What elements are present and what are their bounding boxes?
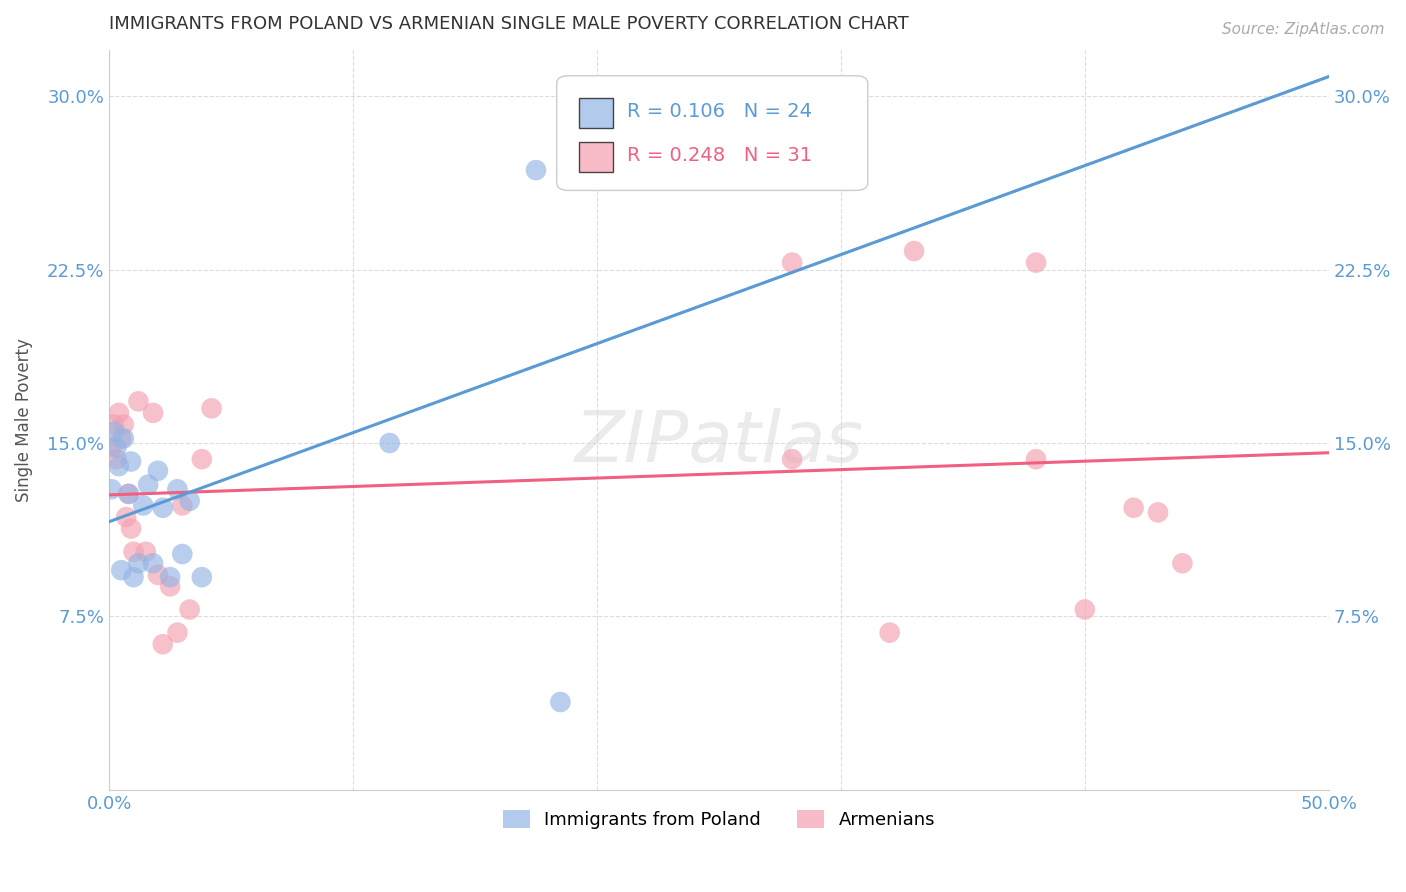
FancyBboxPatch shape [579, 98, 613, 128]
Point [200, 401, 222, 416]
Point [524, 163, 547, 178]
Point [634, 140, 657, 154]
Point [159, 570, 181, 584]
Point [100, 441, 122, 455]
Point [110, 431, 132, 445]
FancyBboxPatch shape [579, 143, 613, 172]
Legend: Immigrants from Poland, Armenians: Immigrants from Poland, Armenians [495, 803, 942, 837]
Point [105, 441, 128, 455]
Point [179, 493, 201, 508]
Point [108, 459, 131, 474]
Point [1122, 500, 1144, 515]
Point [1147, 505, 1170, 519]
Point [103, 425, 125, 439]
Point [903, 244, 925, 258]
Point [1171, 556, 1194, 570]
Point [142, 556, 165, 570]
Y-axis label: Single Male Poverty: Single Male Poverty [15, 338, 32, 502]
Point [780, 255, 803, 269]
Point [112, 431, 135, 445]
Point [166, 482, 188, 496]
Point [127, 394, 149, 409]
Point [1074, 602, 1097, 616]
Point [179, 602, 201, 616]
Point [103, 417, 125, 432]
Point [127, 556, 149, 570]
Point [122, 544, 145, 558]
Point [152, 500, 174, 515]
Text: IMMIGRANTS FROM POLAND VS ARMENIAN SINGLE MALE POVERTY CORRELATION CHART: IMMIGRANTS FROM POLAND VS ARMENIAN SINGL… [110, 15, 908, 33]
Point [110, 563, 132, 577]
Point [172, 499, 194, 513]
Point [1025, 255, 1047, 269]
Point [1025, 452, 1047, 467]
Point [879, 625, 901, 640]
Point [166, 625, 188, 640]
Point [550, 695, 572, 709]
Point [136, 477, 159, 491]
Point [172, 547, 194, 561]
Point [159, 579, 181, 593]
Point [152, 637, 174, 651]
Point [146, 464, 169, 478]
Text: Source: ZipAtlas.com: Source: ZipAtlas.com [1222, 22, 1385, 37]
Point [780, 452, 803, 467]
Point [112, 417, 135, 432]
Point [115, 510, 138, 524]
Point [117, 487, 139, 501]
Point [142, 406, 165, 420]
Point [191, 570, 214, 584]
Point [122, 570, 145, 584]
Text: R = 0.106   N = 24: R = 0.106 N = 24 [627, 102, 813, 120]
Point [191, 452, 214, 467]
Point [100, 482, 122, 496]
Point [135, 544, 157, 558]
Point [108, 406, 131, 420]
Text: R = 0.248   N = 31: R = 0.248 N = 31 [627, 146, 813, 165]
Point [378, 436, 401, 450]
Point [105, 452, 128, 467]
Point [120, 454, 142, 468]
Point [146, 567, 169, 582]
Text: ZIPatlas: ZIPatlas [575, 408, 863, 476]
FancyBboxPatch shape [557, 76, 868, 191]
Point [117, 487, 139, 501]
Point [120, 522, 142, 536]
Point [132, 499, 155, 513]
